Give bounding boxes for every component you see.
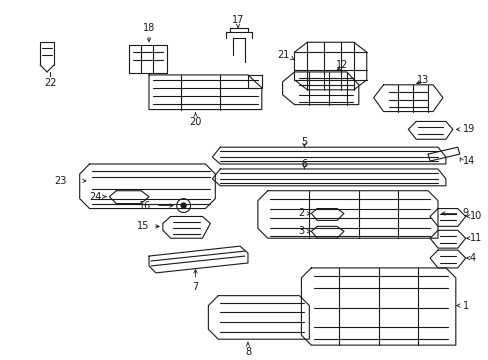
Text: 20: 20 <box>189 117 201 127</box>
Text: 18: 18 <box>142 23 155 33</box>
Text: 4: 4 <box>468 253 475 263</box>
Text: 14: 14 <box>462 156 474 166</box>
Text: 19: 19 <box>462 124 474 134</box>
Circle shape <box>180 203 186 208</box>
Text: 23: 23 <box>54 176 67 186</box>
Text: 22: 22 <box>43 78 56 88</box>
Text: 3: 3 <box>298 226 304 236</box>
Text: 1: 1 <box>462 301 468 311</box>
Text: 21: 21 <box>277 50 289 60</box>
Text: 5: 5 <box>301 137 307 147</box>
Text: 24: 24 <box>89 192 102 202</box>
Text: 9: 9 <box>462 208 468 219</box>
Text: 13: 13 <box>416 75 428 85</box>
Text: 6: 6 <box>301 159 307 169</box>
Text: 8: 8 <box>244 347 250 357</box>
Text: 15: 15 <box>136 221 149 231</box>
Text: 2: 2 <box>298 208 304 219</box>
Text: 12: 12 <box>335 60 347 70</box>
Text: 10: 10 <box>468 211 481 221</box>
Text: 11: 11 <box>468 233 481 243</box>
Text: 17: 17 <box>231 15 244 26</box>
Text: 16: 16 <box>139 201 151 211</box>
Text: 7: 7 <box>192 282 198 292</box>
